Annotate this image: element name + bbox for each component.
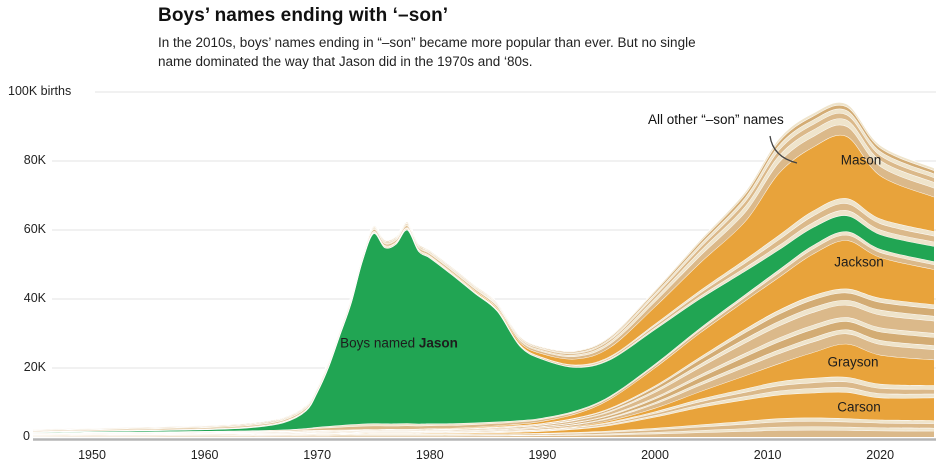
area-carson — [33, 391, 934, 436]
x-tick-label-1950: 1950 — [78, 448, 106, 462]
area-other_below-stripe-4 — [33, 417, 934, 436]
x-tick-label-1990: 1990 — [528, 448, 557, 462]
subtitle-line-1: In the 2010s, boys’ names ending in “–so… — [158, 35, 696, 50]
x-tick-label-2000: 2000 — [641, 448, 669, 462]
series-label-mason: Mason — [840, 152, 882, 168]
y-tick-label-0: 0 — [23, 429, 30, 443]
y-tick-label-80K: 80K — [23, 153, 46, 167]
jason-label-name: Jason — [418, 335, 458, 351]
jason-label-prefix: Boys named — [340, 335, 419, 351]
x-tick-label-1960: 1960 — [190, 448, 219, 462]
area-other_gj-stripe-1 — [33, 333, 934, 435]
y-tick-label-40K: 40K — [23, 291, 46, 305]
annotation-all-other-son-names: All other “–son” names — [648, 112, 784, 127]
chart-subtitle: In the 2010s, boys’ names ending in “–so… — [158, 33, 696, 71]
area-grayson — [33, 343, 934, 435]
area-jackson — [33, 240, 934, 433]
y-tick-label-100K births: 100K births — [8, 84, 72, 98]
area-other_cg-stripe-2 — [33, 381, 934, 435]
area-mason — [33, 134, 934, 432]
annotation-arrow — [769, 135, 798, 164]
page-title: Boys’ names ending with ‘–son’ — [158, 5, 449, 26]
area-other_below-stripe-1 — [33, 429, 934, 437]
area-other_cg-stripe-1 — [33, 387, 934, 435]
x-tick-label-2020: 2020 — [866, 448, 895, 462]
area-other_below-stripe-2 — [33, 426, 934, 437]
x-tick-label-1970: 1970 — [303, 448, 332, 462]
y-tick-label-20K: 20K — [23, 360, 46, 374]
separator-other_top-stripe-6 — [33, 101, 934, 430]
subtitle-line-2: name dominated the way that Jason did in… — [158, 54, 533, 69]
x-tick-label-2010: 2010 — [753, 448, 782, 462]
area-other_below-stripe-3 — [33, 421, 934, 437]
series-label-jason: Boys named Jason — [340, 336, 458, 351]
plot-area — [33, 101, 934, 437]
area-jason — [33, 215, 934, 433]
series-label-jackson: Jackson — [834, 254, 884, 270]
y-tick-label-60K: 60K — [23, 222, 46, 236]
series-label-grayson: Grayson — [827, 354, 879, 370]
series-label-carson: Carson — [837, 399, 881, 415]
x-tick-label-1980: 1980 — [415, 448, 444, 462]
